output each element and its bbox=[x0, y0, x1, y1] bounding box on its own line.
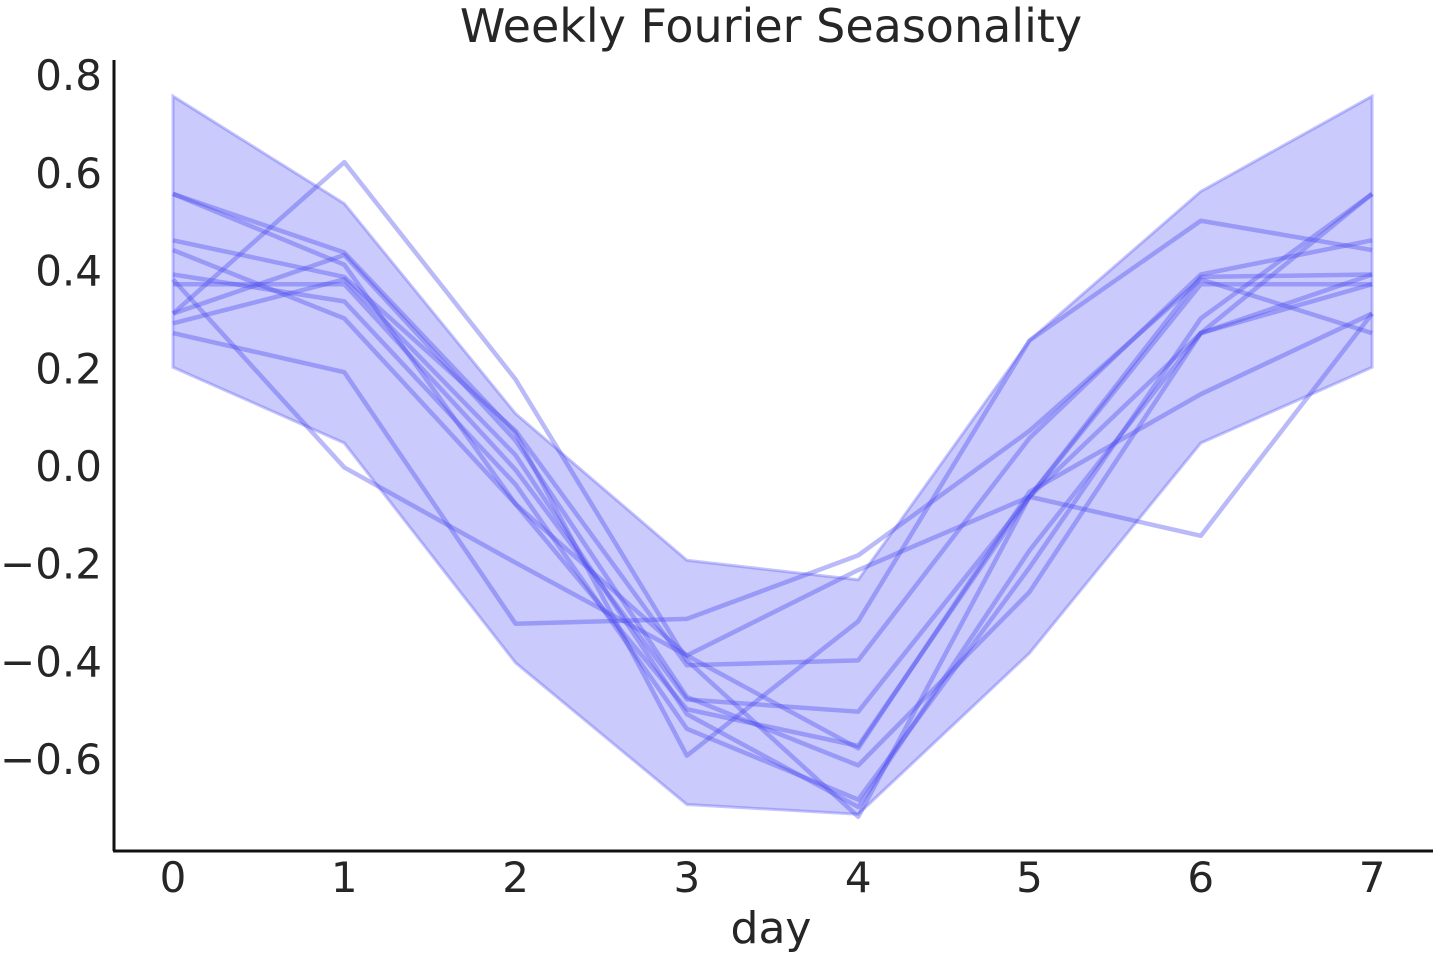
x-axis-label: day bbox=[731, 903, 812, 954]
series-line-10 bbox=[171, 277, 1374, 658]
y-tick-label: 0.8 bbox=[35, 51, 102, 100]
uncertainty-band bbox=[171, 93, 1374, 816]
x-tick-label: 7 bbox=[1359, 853, 1386, 902]
y-tick-label: −0.6 bbox=[0, 735, 102, 784]
x-axis-ticks: 0 1 2 3 4 5 6 7 bbox=[160, 853, 1386, 902]
series-line-6 bbox=[172, 252, 1373, 768]
series-line-11 bbox=[171, 159, 1373, 819]
y-tick-label: 0.0 bbox=[35, 442, 102, 491]
y-tick-label: 0.6 bbox=[35, 149, 102, 198]
y-tick-label: −0.4 bbox=[0, 637, 102, 686]
y-tick-label: 0.4 bbox=[35, 247, 102, 296]
series-line-7 bbox=[172, 192, 1374, 810]
series-line-8 bbox=[172, 277, 1373, 627]
x-tick-label: 6 bbox=[1187, 853, 1214, 902]
y-tick-label: −0.2 bbox=[0, 540, 102, 589]
series-line-1 bbox=[172, 191, 1373, 758]
x-tick-label: 4 bbox=[845, 853, 872, 902]
x-tick-label: 5 bbox=[1016, 853, 1043, 902]
x-tick-label: 2 bbox=[502, 853, 529, 902]
series-line-5 bbox=[173, 282, 1373, 714]
series-line-4 bbox=[172, 192, 1374, 802]
y-axis-ticks: −0.6 −0.4 −0.2 0.0 0.2 0.4 0.6 0.8 bbox=[0, 51, 102, 784]
series-line-3 bbox=[172, 247, 1373, 749]
series-line-9 bbox=[172, 191, 1374, 751]
y-tick-label: 0.2 bbox=[35, 344, 102, 393]
x-tick-label: 1 bbox=[331, 853, 358, 902]
x-tick-label: 0 bbox=[160, 853, 187, 902]
plot-area bbox=[171, 93, 1374, 819]
x-tick-label: 3 bbox=[674, 853, 701, 902]
chart-title: Weekly Fourier Seasonality bbox=[460, 0, 1082, 53]
series-line-2 bbox=[172, 238, 1373, 668]
